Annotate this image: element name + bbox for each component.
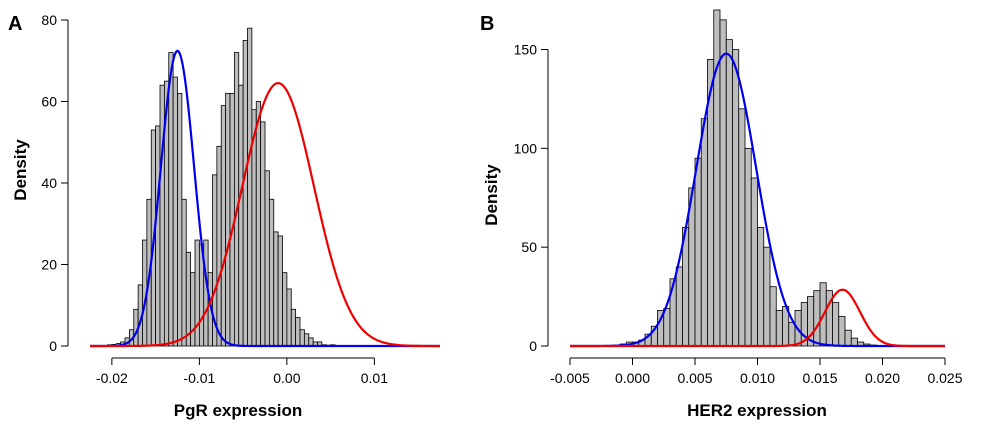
- histogram-bar: [286, 288, 292, 347]
- panel-a-x-axis: -0.02 -0.01 0.00 0.01: [96, 357, 388, 386]
- panel-a-curves: [90, 49, 440, 348]
- panel-b-bars: [613, 9, 877, 347]
- y-tick-label: 40: [41, 175, 57, 191]
- histogram-bar: [273, 231, 279, 347]
- histogram-bar: [700, 118, 708, 347]
- histogram-bar: [260, 121, 266, 347]
- histogram-bar: [238, 84, 244, 347]
- histogram-bar: [172, 76, 178, 347]
- x-tick-label: 0.005: [677, 370, 712, 386]
- x-tick-label: 0.00: [273, 370, 300, 386]
- fitted-curve-red: [90, 82, 440, 348]
- y-tick-label: 0: [49, 338, 57, 354]
- histogram-bar: [757, 227, 765, 347]
- histogram-bar: [216, 145, 222, 347]
- histogram-bar: [159, 84, 165, 347]
- histogram-bar: [155, 125, 161, 347]
- histogram-bar: [675, 266, 683, 347]
- histogram-bar: [838, 315, 846, 347]
- fitted-curve-blue: [90, 49, 440, 348]
- histogram-bar: [247, 27, 253, 347]
- histogram-bar: [277, 235, 283, 347]
- histogram-bar: [850, 337, 858, 347]
- histogram-bar: [268, 198, 275, 347]
- histogram-bar: [255, 101, 262, 347]
- x-tick-label: 0.010: [740, 370, 775, 386]
- histogram-bar: [295, 317, 301, 347]
- x-tick-label: 0.025: [927, 370, 962, 386]
- panel-a-bars: [107, 27, 336, 347]
- panel-a-y-axis: 0 20 40 60 80: [41, 12, 69, 354]
- y-tick-label: 50: [521, 239, 537, 255]
- histogram-bar: [303, 333, 310, 347]
- histogram-bar: [725, 39, 733, 347]
- y-tick-label: 0: [529, 338, 537, 354]
- x-tick-label: -0.02: [96, 370, 128, 386]
- histogram-bar: [225, 92, 231, 347]
- histogram-bar: [282, 272, 288, 347]
- histogram-bar: [242, 39, 248, 347]
- histogram-bar: [290, 308, 297, 347]
- panel-a-letter: A: [8, 13, 22, 35]
- panel-b-y-axis-title: Density: [482, 164, 501, 226]
- histogram-bar: [769, 286, 777, 347]
- y-tick-label: 100: [514, 140, 538, 156]
- histogram-bar: [813, 290, 821, 347]
- x-tick-label: -0.01: [183, 370, 215, 386]
- histogram-bar: [663, 308, 671, 347]
- x-tick-label: 0.015: [802, 370, 837, 386]
- panel-a-y-axis-title: Density: [11, 139, 30, 201]
- histogram-bar: [264, 170, 270, 347]
- fitted-curve-red: [570, 288, 945, 348]
- x-tick-label: 0.020: [865, 370, 900, 386]
- histogram-bar: [299, 329, 305, 347]
- histogram-bar: [233, 52, 240, 347]
- histogram-bar: [719, 19, 727, 347]
- panel-b-x-axis: -0.005 0.000 0.005 0.010 0.015 0.020 0.025: [550, 357, 963, 386]
- histogram-bar: [832, 302, 840, 347]
- histogram-bar: [177, 92, 183, 347]
- y-tick-label: 150: [514, 42, 538, 58]
- histogram-bar: [738, 108, 746, 347]
- y-tick-label: 20: [41, 257, 57, 273]
- histogram-bar: [763, 246, 771, 347]
- histogram-bar: [844, 329, 852, 347]
- histogram-bar: [194, 239, 200, 347]
- histogram-bar: [788, 321, 796, 347]
- x-tick-label: 0.000: [615, 370, 650, 386]
- x-tick-label: 0.01: [361, 370, 388, 386]
- x-tick-label: -0.005: [550, 370, 590, 386]
- fitted-curve-blue: [570, 52, 945, 348]
- histogram-bar: [308, 337, 314, 347]
- panel-b: B 0 50 100 150 -0.005 0.000 0.005 0.010 0.015 0.…: [480, 9, 963, 420]
- histogram-bar: [181, 198, 187, 347]
- histogram-bar: [168, 52, 174, 347]
- panel-a-x-axis-title: PgR expression: [174, 401, 303, 420]
- panel-b-y-axis: 0 50 100 150: [514, 42, 549, 354]
- histogram-bar: [694, 157, 702, 347]
- histogram-bar: [190, 272, 196, 347]
- histogram-bar: [732, 49, 740, 347]
- panel-b-letter: B: [480, 13, 494, 35]
- histogram-bar: [220, 105, 227, 347]
- panel-b-x-axis-title: HER2 expression: [687, 401, 827, 420]
- y-tick-label: 60: [41, 94, 57, 110]
- y-tick-label: 80: [41, 12, 57, 28]
- histogram-bar: [750, 177, 758, 347]
- histogram-bar: [775, 310, 783, 347]
- panel-b-curves: [570, 52, 945, 348]
- panel-a: A 0 20 40 60 80 -0.02 -0.01 0.00 0.01 PgR expre…: [8, 12, 440, 420]
- histogram-bar: [744, 147, 752, 347]
